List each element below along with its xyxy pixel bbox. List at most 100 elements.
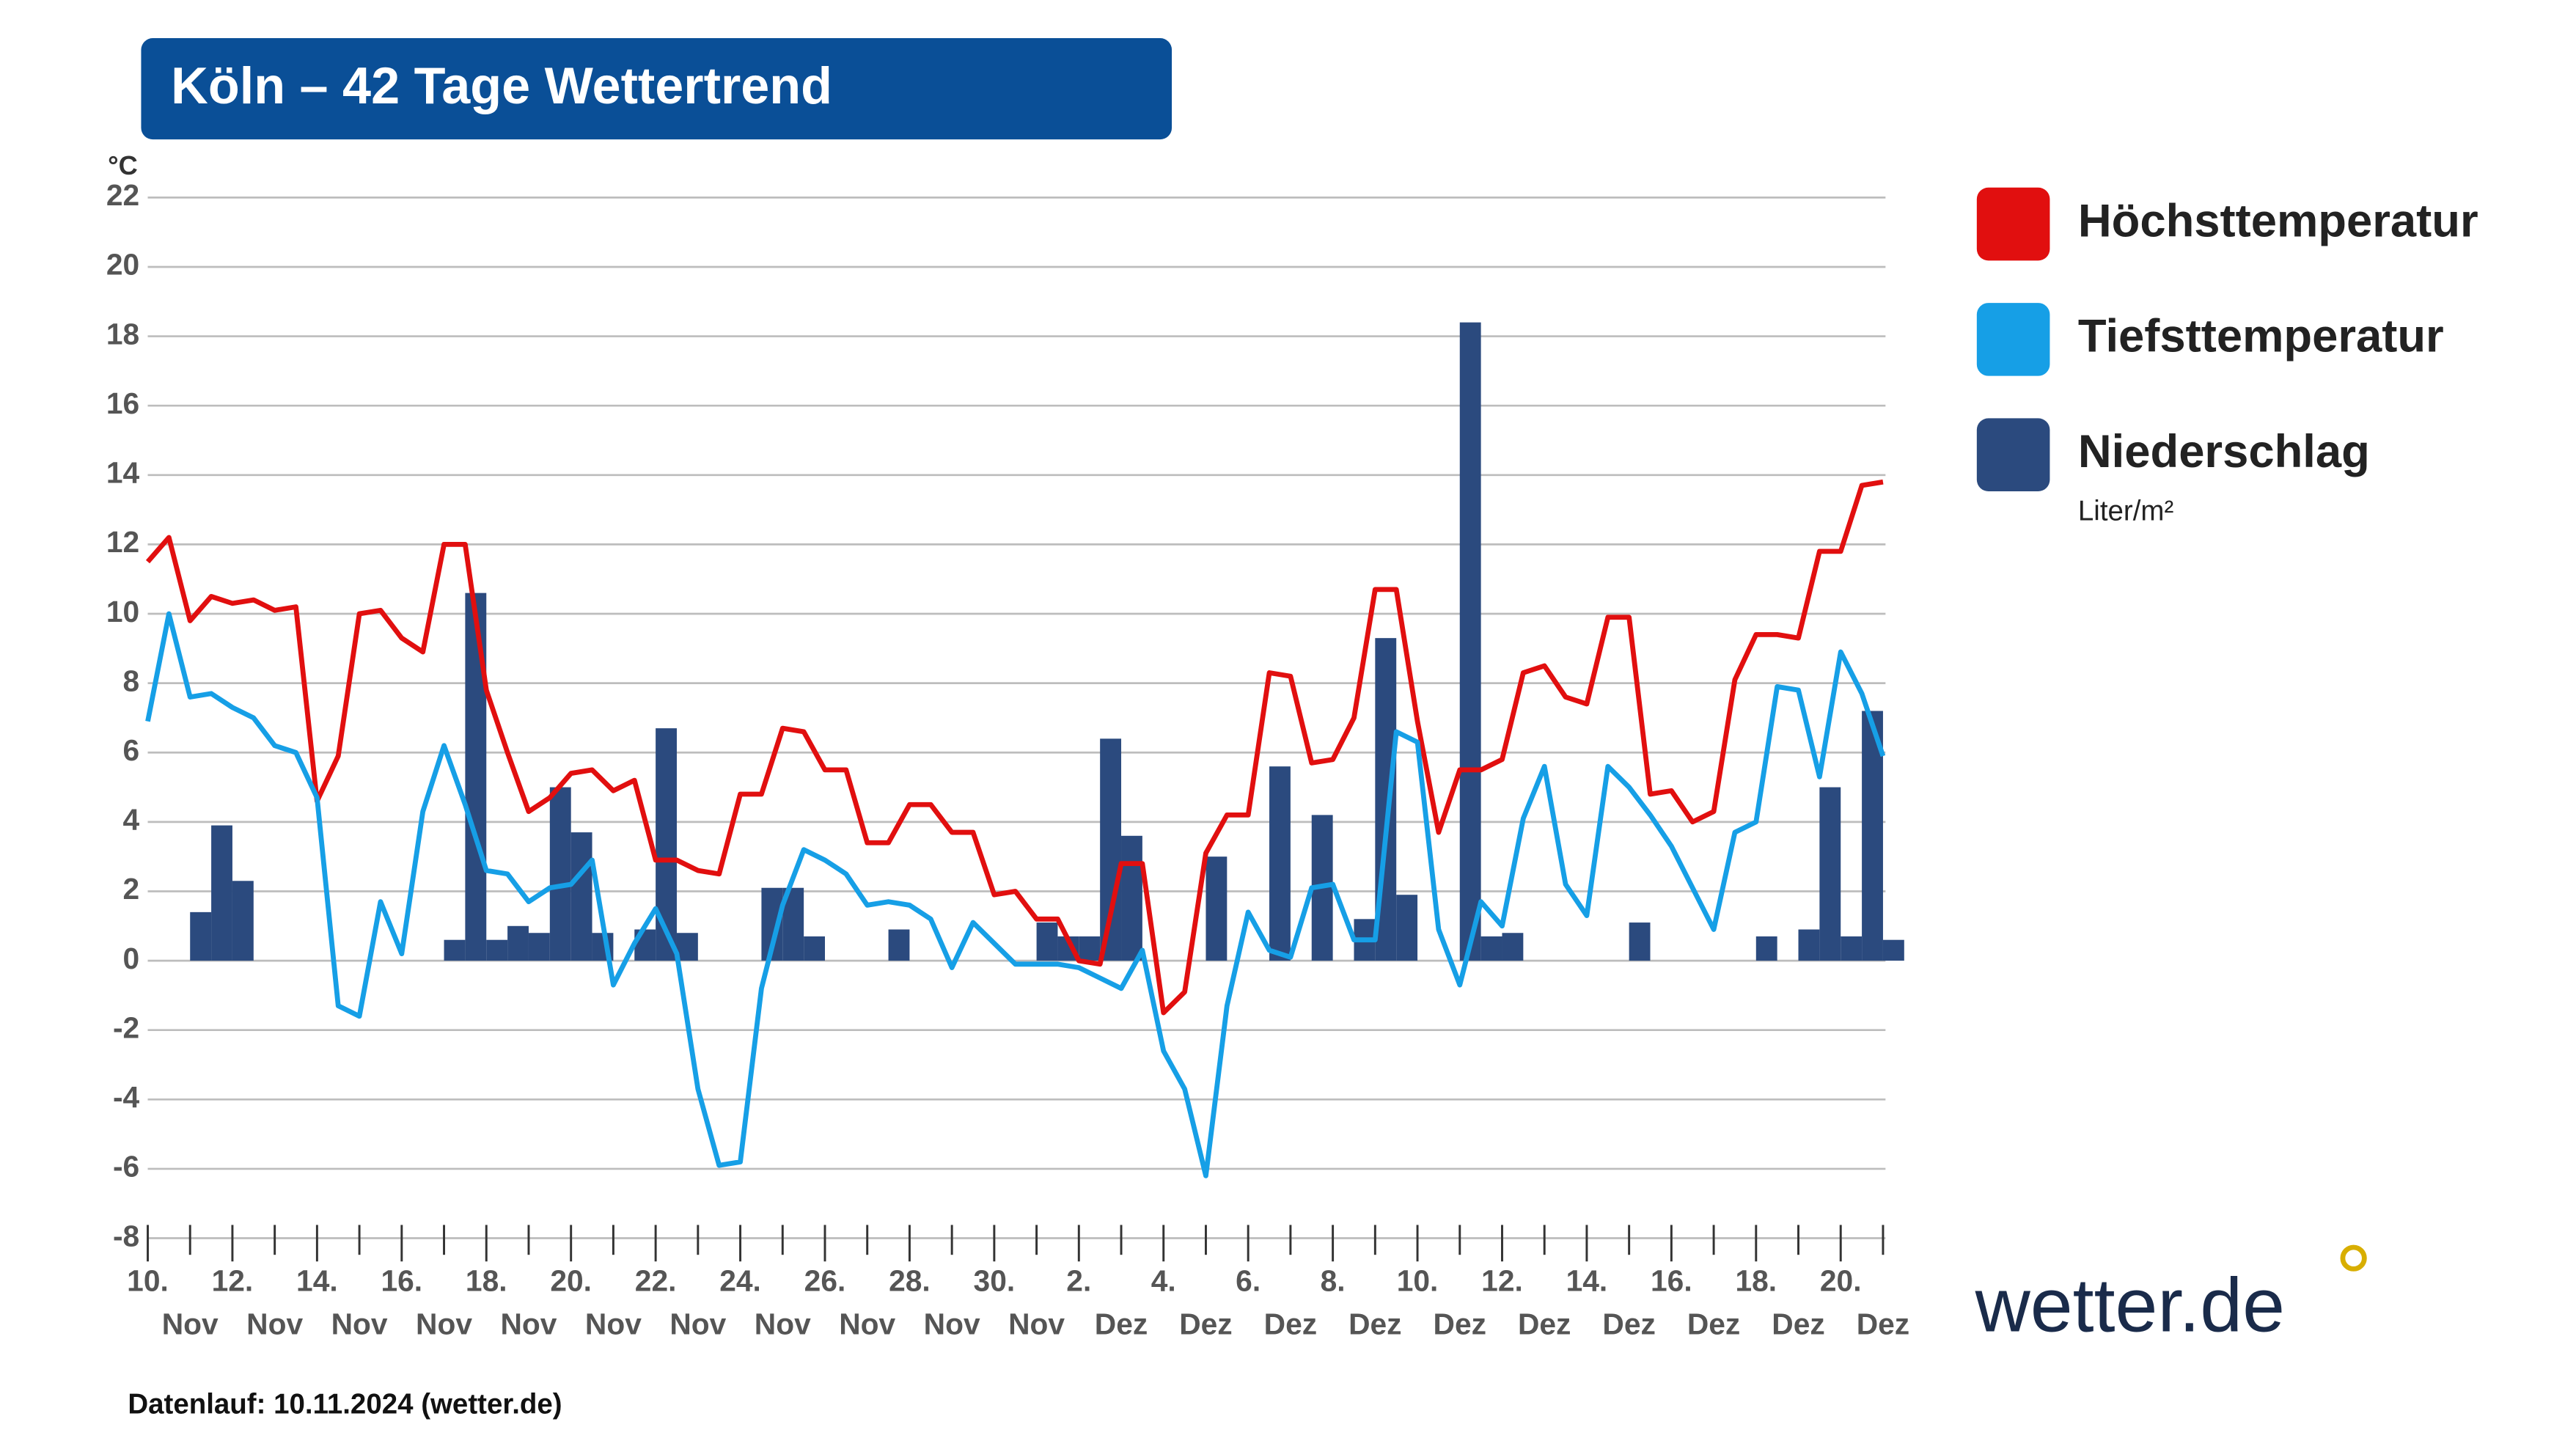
x-tick-label: 26. [804, 1263, 846, 1297]
precipitation-bar [1396, 895, 1418, 961]
x-tick-label: Nov [1008, 1307, 1065, 1340]
y-tick-label: 14 [106, 456, 140, 490]
chart-title: Köln – 42 Tage Wettertrend [171, 56, 832, 114]
legend-label: Höchsttemperatur [2078, 195, 2478, 246]
y-tick-label: 6 [123, 733, 140, 767]
x-tick-label: 10. [1397, 1263, 1439, 1297]
precipitation-bar [1755, 936, 1777, 961]
precipitation-bar [507, 925, 529, 961]
legend-label: Tiefsttemperatur [2078, 311, 2444, 362]
x-tick-label: Nov [331, 1307, 388, 1340]
x-tick-label: 20. [550, 1263, 592, 1297]
precipitation-bar [528, 933, 550, 961]
precipitation-bar [1819, 787, 1841, 961]
x-tick-label: Dez [1348, 1307, 1401, 1340]
precipitation-bar [465, 593, 487, 961]
temperature-line [145, 479, 1884, 1016]
x-tick-label: 24. [719, 1263, 761, 1297]
x-tick-label: Dez [1179, 1307, 1232, 1340]
x-tick-label: 20. [1820, 1263, 1862, 1297]
y-tick-label: -8 [113, 1219, 139, 1252]
y-tick-label: -4 [113, 1080, 140, 1114]
x-tick-label: Nov [924, 1307, 980, 1340]
precipitation-bar [549, 787, 571, 961]
plot-area: -8 -6 -4 -2 0 2 4 6 8 10 12 14 16 18 20 22 10. Nov 12. Nov 1… [106, 178, 1909, 1340]
x-tick-label: Nov [585, 1307, 642, 1340]
x-tick-label: Nov [246, 1307, 303, 1340]
x-tick-label: 14. [296, 1263, 338, 1297]
precipitation-bar [1206, 856, 1228, 961]
temperature-line [145, 611, 1886, 1178]
x-tick-label: Dez [1602, 1307, 1655, 1340]
precipitation-bar [676, 933, 698, 961]
x-tick-label: 22. [635, 1263, 677, 1297]
x-tick-label: Nov [839, 1307, 895, 1340]
logo-dot [2340, 1244, 2367, 1272]
precipitation-bar [570, 832, 592, 961]
x-tick-label: Nov [162, 1307, 219, 1340]
x-tick-label: Nov [416, 1307, 472, 1340]
x-tick-label: 18. [466, 1263, 507, 1297]
precipitation-bar [232, 881, 254, 961]
x-tick-label: 2. [1066, 1263, 1091, 1297]
x-tick-label: Dez [1687, 1307, 1740, 1340]
precipitation-bar [1459, 322, 1481, 961]
y-tick-label: 4 [123, 803, 140, 837]
legend: Höchsttemperatur Tiefsttemperatur Niedersc… [1976, 187, 2478, 527]
x-tick-label: 12. [212, 1263, 254, 1297]
precipitation-bar [486, 939, 508, 961]
brand-logo: wetter.de [1975, 1263, 2286, 1349]
precipitation-bar [444, 939, 466, 961]
precipitation-bar [1079, 936, 1101, 961]
y-tick-label: 18 [106, 317, 139, 351]
x-tick-label: Dez [1518, 1307, 1571, 1340]
y-tick-label: 22 [106, 178, 139, 212]
x-tick-label: Dez [1857, 1307, 1909, 1340]
x-tick-label: 8. [1321, 1263, 1346, 1297]
x-tick-label: 14. [1566, 1263, 1608, 1297]
x-tick-label: Nov [755, 1307, 811, 1340]
x-tick-label: Nov [669, 1307, 726, 1340]
y-tick-label: 2 [123, 872, 140, 906]
y-tick-label: 0 [123, 942, 140, 975]
x-tick-label: 4. [1151, 1263, 1176, 1297]
x-tick-label: 12. [1481, 1263, 1523, 1297]
x-tick-label: 16. [381, 1263, 422, 1297]
x-tick-label: Dez [1772, 1307, 1824, 1340]
precipitation-bar [888, 929, 910, 961]
x-tick-label: 28. [889, 1263, 931, 1297]
x-tick-label: 16. [1651, 1263, 1692, 1297]
y-tick-label: 8 [123, 664, 140, 697]
precipitation-bar [1480, 936, 1502, 961]
legend-label: Niederschlag [2078, 426, 2370, 477]
x-tick-label: 18. [1735, 1263, 1777, 1297]
precipitation-bar [1269, 766, 1291, 961]
footer: Datenlauf: 10.11.2024 (wetter.de) [128, 1388, 562, 1420]
precipitation-bar [1629, 922, 1651, 961]
precipitation-bar [211, 825, 232, 961]
precipitation-bar [804, 936, 825, 961]
legend-swatch [1976, 187, 2050, 261]
y-unit: °C [108, 150, 138, 180]
x-tick-label: Dez [1434, 1307, 1486, 1340]
x-tick-label: Nov [500, 1307, 557, 1340]
precipitation-bar [1100, 738, 1122, 961]
y-tick-label: 10 [106, 595, 139, 628]
precipitation-bar [1502, 933, 1524, 961]
y-tick-label: 16 [106, 386, 139, 420]
x-tick-label: 6. [1236, 1263, 1261, 1297]
x-tick-label: 30. [974, 1263, 1016, 1297]
y-tick-label: 12 [106, 525, 139, 559]
x-tick-label: Dez [1095, 1307, 1148, 1340]
legend-unit: Liter/m² [2078, 496, 2174, 527]
y-tick-label: -6 [113, 1150, 139, 1184]
legend-swatch [1976, 418, 2050, 491]
precipitation-bar [1798, 929, 1820, 961]
precipitation-bar [1841, 936, 1863, 961]
x-tick-label: 10. [127, 1263, 169, 1297]
x-tick-label: Dez [1264, 1307, 1317, 1340]
y-tick-label: 20 [106, 248, 139, 282]
y-tick-label: -2 [113, 1010, 139, 1044]
